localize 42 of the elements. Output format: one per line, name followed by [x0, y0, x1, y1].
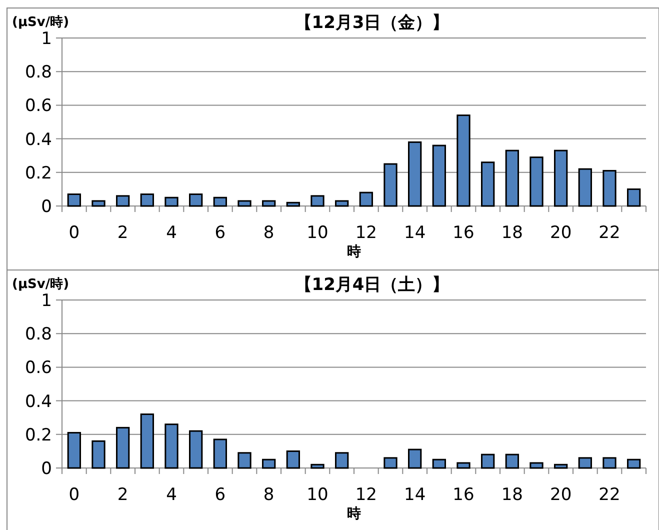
y-tick-label: 0.8 — [24, 324, 52, 345]
y-tick-label: 0.6 — [24, 358, 52, 378]
x-tick-label: 2 — [117, 223, 128, 243]
chart-title: 【12月3日（金）】 — [294, 13, 450, 33]
x-tick-label: 12 — [355, 223, 377, 243]
y-axis-title: (μSv/時) — [12, 277, 70, 292]
y-tick-label: 0.2 — [24, 425, 52, 446]
y-tick-label: 0.8 — [24, 62, 52, 83]
chart-title: 【12月4日（土）】 — [294, 275, 450, 295]
x-tick-label: 2 — [117, 485, 128, 505]
y-axis-title: (μSv/時) — [12, 15, 70, 30]
x-tick-label: 4 — [166, 485, 177, 505]
x-tick-label: 20 — [550, 485, 572, 505]
x-tick-label: 10 — [306, 223, 328, 243]
x-tick-label: 0 — [68, 485, 80, 505]
x-tick-label: 12 — [355, 485, 377, 505]
x-tick-label: 8 — [263, 485, 274, 505]
x-tick-label: 22 — [598, 223, 620, 243]
x-tick-label: 16 — [452, 485, 474, 505]
x-tick-label: 14 — [404, 485, 426, 505]
x-tick-label: 22 — [598, 485, 620, 505]
x-tick-label: 14 — [404, 223, 426, 243]
y-tick-label: 1 — [41, 291, 52, 311]
y-tick-label: 0 — [41, 197, 52, 217]
y-tick-label: 0.6 — [24, 96, 52, 116]
x-tick-label: 6 — [214, 223, 226, 243]
x-tick-label: 0 — [68, 223, 80, 243]
x-tick-label: 18 — [501, 223, 523, 243]
y-tick-label: 0.4 — [24, 392, 52, 412]
x-tick-label: 10 — [306, 485, 328, 505]
x-tick-label: 18 — [501, 485, 523, 505]
x-axis-title: 時 — [347, 244, 361, 260]
x-tick-label: 20 — [550, 223, 572, 243]
y-tick-label: 0 — [41, 459, 52, 479]
x-axis-title: 時 — [347, 506, 361, 522]
x-tick-label: 8 — [263, 223, 274, 243]
y-tick-label: 0.2 — [24, 163, 52, 184]
y-tick-label: 1 — [41, 29, 52, 49]
x-tick-label: 4 — [166, 223, 177, 243]
y-tick-label: 0.4 — [24, 130, 52, 150]
x-tick-label: 16 — [452, 223, 474, 243]
x-tick-label: 6 — [214, 485, 226, 505]
